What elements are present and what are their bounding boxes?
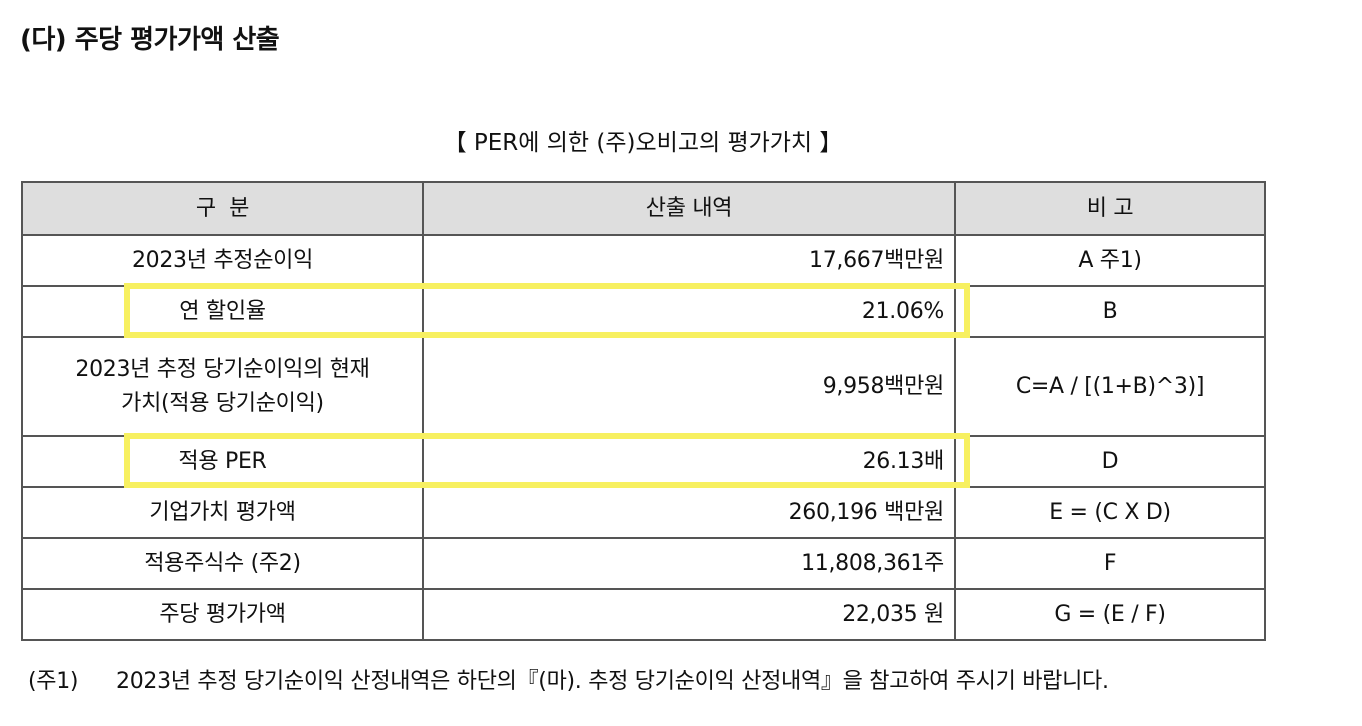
row-value: 22,035 원 bbox=[422, 588, 956, 641]
table-row: 2023년 추정 당기순이익의 현재 가치(적용 당기순이익) 9,958백만원… bbox=[21, 336, 1266, 437]
table-row: 기업가치 평가액 260,196 백만원 E = (C X D) bbox=[21, 486, 1266, 539]
table-row: 적용주식수 (주2) 11,808,361주 F bbox=[21, 537, 1266, 590]
row-label: 적용주식수 (주2) bbox=[21, 537, 424, 590]
row-value: 11,808,361주 bbox=[422, 537, 956, 590]
row-label: 주당 평가가액 bbox=[21, 588, 424, 641]
footnote-text: 2023년 추정 당기순이익 산정내역은 하단의『(마). 추정 당기순이익 산… bbox=[116, 669, 1109, 694]
row-value: 260,196 백만원 bbox=[422, 486, 956, 539]
header-remarks: 비 고 bbox=[954, 181, 1266, 236]
header-calculation: 산출 내역 bbox=[422, 181, 956, 236]
table-row: 적용 PER 26.13배 D bbox=[21, 435, 1266, 488]
table-row: 주당 평가가액 22,035 원 G = (E / F) bbox=[21, 588, 1266, 641]
table-header-row: 구 분 산출 내역 비 고 bbox=[21, 181, 1266, 236]
row-value: 21.06% bbox=[422, 285, 956, 338]
table-row: 연 할인율 21.06% B bbox=[21, 285, 1266, 338]
row-note: B bbox=[954, 285, 1266, 338]
row-label-line: 가치(적용 당기순이익) bbox=[121, 390, 324, 416]
per-valuation-table: 구 분 산출 내역 비 고 2023년 추정순이익 17,667백만원 A 주1… bbox=[21, 181, 1266, 641]
header-category: 구 분 bbox=[21, 181, 424, 236]
row-label: 기업가치 평가액 bbox=[21, 486, 424, 539]
table-row: 2023년 추정순이익 17,667백만원 A 주1) bbox=[21, 234, 1266, 287]
row-value: 17,667백만원 bbox=[422, 234, 956, 287]
row-note: C=A / [(1+B)^3)] bbox=[954, 336, 1266, 437]
row-value: 9,958백만원 bbox=[422, 336, 956, 437]
row-note: A 주1) bbox=[954, 234, 1266, 287]
row-label: 2023년 추정 당기순이익의 현재 가치(적용 당기순이익) bbox=[21, 336, 424, 437]
row-note: G = (E / F) bbox=[954, 588, 1266, 641]
row-note: E = (C X D) bbox=[954, 486, 1266, 539]
row-note: D bbox=[954, 435, 1266, 488]
table-caption: 【 PER에 의한 (주)오비고의 평가가치 】 bbox=[443, 130, 843, 156]
row-label-line: 2023년 추정 당기순이익의 현재 bbox=[75, 356, 370, 382]
footnote: (주1) 2023년 추정 당기순이익 산정내역은 하단의『(마). 추정 당기순… bbox=[28, 662, 1109, 702]
row-value: 26.13배 bbox=[422, 435, 956, 488]
footnote-marker: (주1) bbox=[28, 669, 79, 694]
section-title: (다) 주당 평가가액 산출 bbox=[20, 25, 280, 55]
row-label: 연 할인율 bbox=[21, 285, 424, 338]
row-label: 적용 PER bbox=[21, 435, 424, 488]
row-note: F bbox=[954, 537, 1266, 590]
row-label: 2023년 추정순이익 bbox=[21, 234, 424, 287]
